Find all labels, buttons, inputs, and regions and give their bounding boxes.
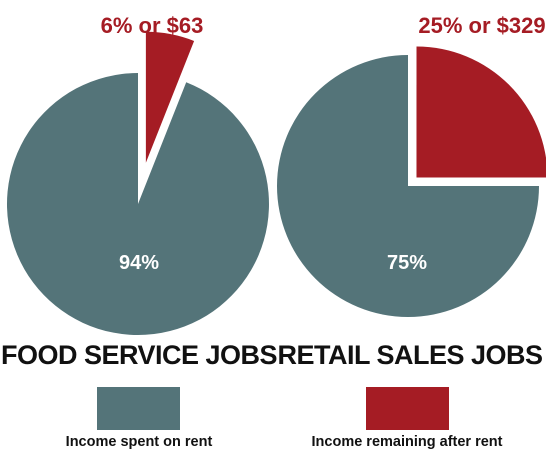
chart-title-food-service: FOOD SERVICE JOBS (1, 340, 277, 370)
pie-food-service: 6% or $63 94% FOOD SERVICE JOBS (1, 13, 278, 370)
legend-label-remaining: Income remaining after rent (312, 434, 503, 450)
legend-label-rent: Income spent on rent (66, 434, 213, 450)
pie-slice-remaining (416, 46, 546, 178)
pie-slice-remaining (145, 31, 195, 163)
slice-label-remaining: 25% or $329 (418, 13, 545, 38)
chart-title-retail-sales: RETAIL SALES JOBS (277, 340, 542, 370)
legend-swatch-remaining (366, 387, 449, 430)
slice-label-rent: 75% (387, 252, 427, 274)
pie-slice-rent (277, 55, 539, 317)
pie-retail-sales: 25% or $329 75% RETAIL SALES JOBS (277, 13, 546, 370)
legend: Income spent on rent Income remaining af… (66, 387, 503, 450)
slice-label-rent: 94% (119, 252, 159, 274)
legend-swatch-rent (97, 387, 180, 430)
slice-label-remaining: 6% or $63 (101, 13, 204, 38)
pie-slice-rent (6, 73, 269, 336)
